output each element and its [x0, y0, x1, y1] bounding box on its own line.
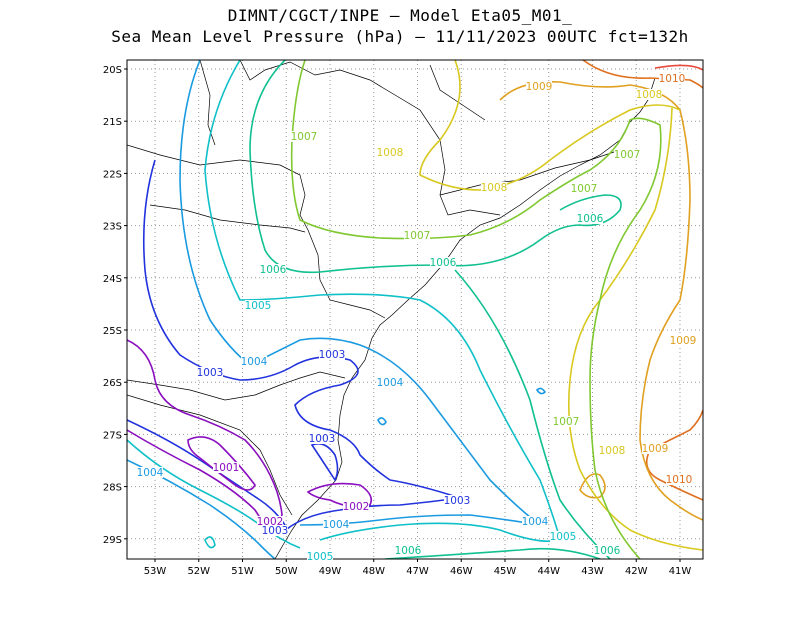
lat-tick-label: 23S: [103, 222, 122, 233]
lat-tick-label: 27S: [103, 430, 122, 441]
contour-label: 1005: [245, 300, 272, 312]
contour-label: 1009: [642, 443, 669, 455]
contour-label: 1005: [307, 551, 334, 563]
contour-label: 1004: [323, 519, 350, 531]
contour-label: 1008: [481, 182, 508, 194]
map-title: DIMNT/CGCT/INPE – Model Eta05_M01_: [227, 6, 573, 25]
lat-tick-label: 26S: [103, 378, 122, 389]
contour-label: 1010: [659, 73, 686, 85]
contour-label: 1005: [550, 531, 577, 543]
lat-tick-label: 22S: [103, 169, 122, 180]
contour-label: 1007: [571, 183, 598, 195]
contour-label: 1006: [430, 257, 457, 269]
contour-label: 1007: [553, 416, 580, 428]
lat-tick-label: 20S: [103, 65, 122, 76]
contour-label: 1010: [666, 474, 693, 486]
lon-tick-label: 53W: [144, 566, 167, 577]
contour-label: 1009: [526, 81, 553, 93]
contour-label: 1003: [444, 495, 471, 507]
grid-lines: [127, 60, 703, 559]
contour-label: 1006: [395, 545, 422, 557]
contour-label: 1002: [343, 501, 370, 513]
isobar-contours: [127, 60, 703, 559]
latitude-tick-labels: 20S 21S 22S 23S 24S 25S 26S 27S 28S 29S: [103, 65, 127, 546]
contour-label: 1007: [614, 149, 641, 161]
lat-tick-label: 29S: [103, 535, 122, 546]
contour-label: 1006: [260, 264, 287, 276]
lon-tick-label: 45W: [494, 566, 517, 577]
contour-label: 1003: [262, 525, 289, 537]
map-subtitle: Sea Mean Level Pressure (hPa) – 11/11/20…: [111, 27, 689, 46]
lat-tick-label: 28S: [103, 483, 122, 494]
lat-tick-label: 25S: [103, 326, 122, 337]
contour-label: 1003: [319, 349, 346, 361]
lon-tick-label: 47W: [406, 566, 429, 577]
contour-label: 1004: [241, 356, 268, 368]
contour-label: 1006: [594, 545, 621, 557]
lon-tick-label: 52W: [187, 566, 210, 577]
contour-label: 1007: [404, 230, 431, 242]
lon-tick-label: 44W: [537, 566, 560, 577]
contour-label: 1003: [309, 433, 336, 445]
coastline-borders: [127, 60, 680, 559]
contour-label: 1004: [137, 467, 164, 479]
lat-tick-label: 24S: [103, 274, 122, 285]
contour-label: 1004: [522, 516, 549, 528]
contour-label: 1006: [577, 213, 604, 225]
lon-tick-label: 42W: [625, 566, 648, 577]
contour-label: 1003: [197, 367, 224, 379]
lon-tick-label: 51W: [231, 566, 254, 577]
contour-label: 1008: [377, 147, 404, 159]
lon-tick-label: 46W: [450, 566, 473, 577]
longitude-tick-labels: 53W 52W 51W 50W 49W 48W 47W 46W 45W 44W 43W 42W 41W: [144, 559, 692, 577]
lon-tick-label: 50W: [275, 566, 298, 577]
contour-label: 1001: [213, 462, 240, 474]
lon-tick-label: 49W: [319, 566, 342, 577]
map-frame: [126, 59, 704, 560]
lon-tick-label: 41W: [669, 566, 692, 577]
lon-tick-label: 43W: [581, 566, 604, 577]
lon-tick-label: 48W: [362, 566, 385, 577]
contour-label: 1009: [670, 335, 697, 347]
contour-labels: 1001100210021003100310031003100310041004…: [137, 73, 697, 563]
contour-label: 1004: [377, 377, 404, 389]
lat-tick-label: 21S: [103, 117, 122, 128]
contour-label: 1008: [636, 89, 663, 101]
contour-label: 1007: [291, 131, 318, 143]
contour-label: 1008: [599, 445, 626, 457]
